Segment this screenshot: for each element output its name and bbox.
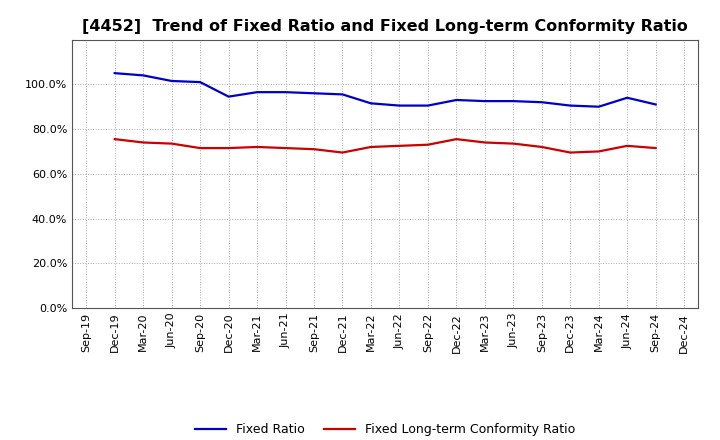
Line: Fixed Long-term Conformity Ratio: Fixed Long-term Conformity Ratio xyxy=(114,139,656,153)
Fixed Long-term Conformity Ratio xyxy=(480,140,489,145)
Legend: Fixed Ratio, Fixed Long-term Conformity Ratio: Fixed Ratio, Fixed Long-term Conformity … xyxy=(190,418,580,440)
Fixed Ratio xyxy=(423,103,432,108)
Fixed Ratio xyxy=(167,78,176,84)
Fixed Ratio xyxy=(139,73,148,78)
Fixed Long-term Conformity Ratio xyxy=(139,140,148,145)
Fixed Long-term Conformity Ratio xyxy=(225,146,233,151)
Fixed Ratio xyxy=(196,80,204,85)
Fixed Ratio xyxy=(452,97,461,103)
Fixed Long-term Conformity Ratio xyxy=(310,147,318,152)
Fixed Long-term Conformity Ratio xyxy=(623,143,631,148)
Fixed Long-term Conformity Ratio xyxy=(509,141,518,146)
Fixed Ratio xyxy=(537,99,546,105)
Fixed Ratio xyxy=(395,103,404,108)
Fixed Ratio xyxy=(480,99,489,104)
Fixed Long-term Conformity Ratio xyxy=(253,144,261,150)
Fixed Ratio xyxy=(509,99,518,104)
Title: [4452]  Trend of Fixed Ratio and Fixed Long-term Conformity Ratio: [4452] Trend of Fixed Ratio and Fixed Lo… xyxy=(82,19,688,34)
Fixed Long-term Conformity Ratio xyxy=(566,150,575,155)
Fixed Long-term Conformity Ratio xyxy=(366,144,375,150)
Fixed Ratio xyxy=(338,92,347,97)
Fixed Ratio xyxy=(225,94,233,99)
Fixed Ratio xyxy=(652,102,660,107)
Fixed Long-term Conformity Ratio xyxy=(110,136,119,142)
Fixed Ratio xyxy=(282,89,290,95)
Fixed Long-term Conformity Ratio xyxy=(537,144,546,150)
Fixed Ratio xyxy=(310,91,318,96)
Fixed Ratio xyxy=(366,101,375,106)
Fixed Long-term Conformity Ratio xyxy=(395,143,404,148)
Fixed Ratio xyxy=(595,104,603,109)
Fixed Long-term Conformity Ratio xyxy=(652,146,660,151)
Fixed Long-term Conformity Ratio xyxy=(196,146,204,151)
Line: Fixed Ratio: Fixed Ratio xyxy=(114,73,656,106)
Fixed Ratio xyxy=(253,89,261,95)
Fixed Ratio xyxy=(566,103,575,108)
Fixed Ratio xyxy=(623,95,631,100)
Fixed Ratio xyxy=(110,70,119,76)
Fixed Long-term Conformity Ratio xyxy=(167,141,176,146)
Fixed Long-term Conformity Ratio xyxy=(452,136,461,142)
Fixed Long-term Conformity Ratio xyxy=(423,142,432,147)
Fixed Long-term Conformity Ratio xyxy=(338,150,347,155)
Fixed Long-term Conformity Ratio xyxy=(595,149,603,154)
Fixed Long-term Conformity Ratio xyxy=(282,146,290,151)
